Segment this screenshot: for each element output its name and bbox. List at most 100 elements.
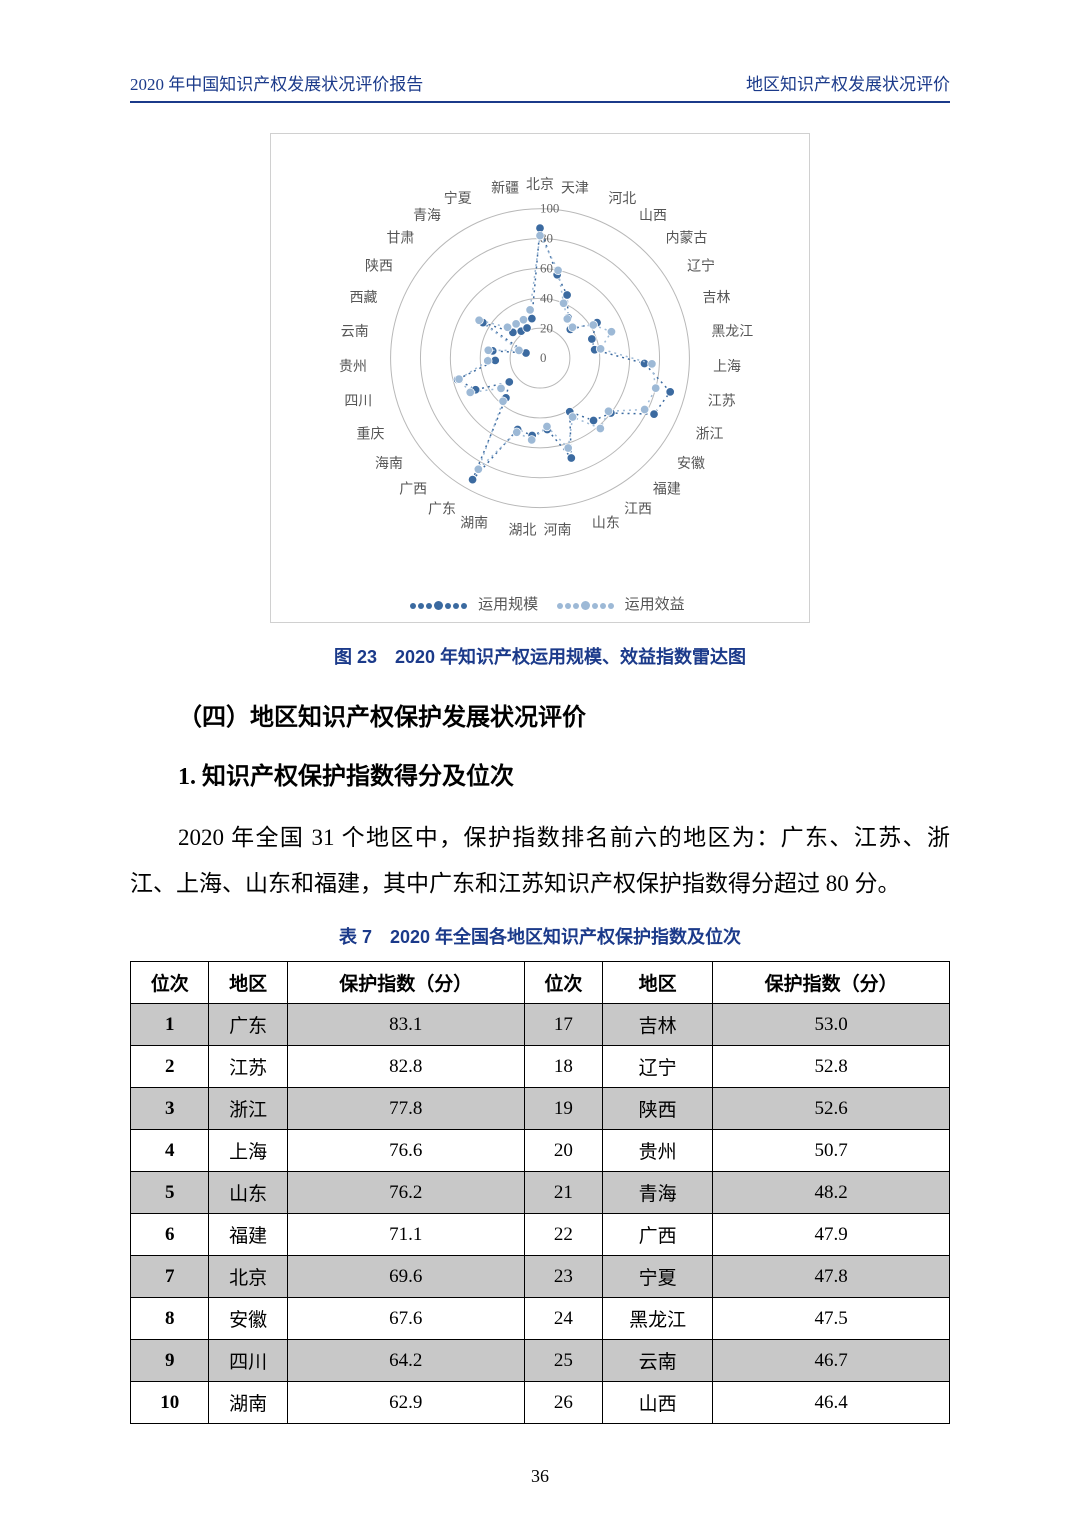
table-cell: 19 <box>524 1088 602 1130</box>
svg-text:40: 40 <box>540 290 553 305</box>
svg-text:上海: 上海 <box>713 359 741 375</box>
table-cell: 四川 <box>209 1340 287 1382</box>
table-row: 5山东76.221青海48.2 <box>131 1172 950 1214</box>
radar-chart: 020406080100北京天津河北山西内蒙古辽宁吉林黑龙江上海江苏浙江安徽福建… <box>281 144 799 582</box>
svg-text:甘肃: 甘肃 <box>386 231 414 247</box>
table-cell: 64.2 <box>287 1340 524 1382</box>
table-cell: 21 <box>524 1172 602 1214</box>
legend-marker-1 <box>409 597 468 614</box>
svg-text:内蒙古: 内蒙古 <box>666 231 708 247</box>
svg-text:100: 100 <box>540 201 559 216</box>
sub-heading: 1. 知识产权保护指数得分及位次 <box>130 756 950 791</box>
table-cell: 贵州 <box>603 1130 713 1172</box>
legend-label-1: 运用规模 <box>478 597 538 613</box>
svg-text:浙江: 浙江 <box>696 426 724 442</box>
svg-text:黑龙江: 黑龙江 <box>711 324 753 340</box>
table-cell: 10 <box>131 1382 209 1424</box>
table-cell: 广西 <box>603 1214 713 1256</box>
svg-text:重庆: 重庆 <box>357 426 385 442</box>
table-cell: 17 <box>524 1004 602 1046</box>
svg-text:新疆: 新疆 <box>491 180 519 196</box>
svg-text:河南: 河南 <box>544 523 572 539</box>
svg-text:贵州: 贵州 <box>339 359 367 375</box>
table-cell: 陕西 <box>603 1088 713 1130</box>
svg-text:山东: 山东 <box>592 516 620 532</box>
table-cell: 46.7 <box>713 1340 950 1382</box>
table-row: 6福建71.122广西47.9 <box>131 1214 950 1256</box>
body-paragraph: 2020 年全国 31 个地区中，保护指数排名前六的地区为：广东、江苏、浙江、上… <box>130 815 950 907</box>
table-cell: 辽宁 <box>603 1046 713 1088</box>
svg-text:福建: 福建 <box>653 482 681 498</box>
svg-text:宁夏: 宁夏 <box>444 190 472 207</box>
table-cell: 3 <box>131 1088 209 1130</box>
table-cell: 安徽 <box>209 1298 287 1340</box>
table-cell: 云南 <box>603 1340 713 1382</box>
svg-text:广西: 广西 <box>399 482 427 498</box>
svg-text:湖南: 湖南 <box>460 516 488 532</box>
table-header-cell: 位次 <box>131 962 209 1004</box>
svg-text:天津: 天津 <box>561 180 589 196</box>
legend-label-2: 运用效益 <box>625 597 685 613</box>
table-cell: 5 <box>131 1172 209 1214</box>
legend-marker-2 <box>556 597 615 614</box>
table-cell: 52.6 <box>713 1088 950 1130</box>
table-cell: 50.7 <box>713 1130 950 1172</box>
table-cell: 宁夏 <box>603 1256 713 1298</box>
table-cell: 8 <box>131 1298 209 1340</box>
table-caption: 表 7 2020 年全国各地区知识产权保护指数及位次 <box>130 923 950 949</box>
table-cell: 67.6 <box>287 1298 524 1340</box>
table-cell: 22 <box>524 1214 602 1256</box>
svg-text:辽宁: 辽宁 <box>687 257 715 274</box>
table-cell: 山西 <box>603 1382 713 1424</box>
figure-caption: 图 23 2020 年知识产权运用规模、效益指数雷达图 <box>130 643 950 669</box>
table-row: 2江苏82.818辽宁52.8 <box>131 1046 950 1088</box>
svg-text:0: 0 <box>540 350 546 365</box>
table-cell: 23 <box>524 1256 602 1298</box>
table-cell: 47.8 <box>713 1256 950 1298</box>
table-row: 8安徽67.624黑龙江47.5 <box>131 1298 950 1340</box>
svg-text:云南: 云南 <box>341 324 369 340</box>
table-cell: 2 <box>131 1046 209 1088</box>
section-heading: （四）地区知识产权保护发展状况评价 <box>130 697 950 732</box>
header-right: 地区知识产权发展状况评价 <box>746 70 950 95</box>
table-cell: 52.8 <box>713 1046 950 1088</box>
table-cell: 18 <box>524 1046 602 1088</box>
table-header-cell: 地区 <box>209 962 287 1004</box>
table-cell: 1 <box>131 1004 209 1046</box>
table-cell: 20 <box>524 1130 602 1172</box>
svg-text:四川: 四川 <box>344 395 372 410</box>
table-cell: 62.9 <box>287 1382 524 1424</box>
table-cell: 7 <box>131 1256 209 1298</box>
table-cell: 6 <box>131 1214 209 1256</box>
table-row: 3浙江77.819陕西52.6 <box>131 1088 950 1130</box>
table-cell: 46.4 <box>713 1382 950 1424</box>
chart-legend: 运用规模 运用效益 <box>281 593 799 614</box>
table-row: 1广东83.117吉林53.0 <box>131 1004 950 1046</box>
table-cell: 24 <box>524 1298 602 1340</box>
table-header-cell: 保护指数（分） <box>287 962 524 1004</box>
table-cell: 83.1 <box>287 1004 524 1046</box>
table-cell: 北京 <box>209 1256 287 1298</box>
radar-chart-container: 020406080100北京天津河北山西内蒙古辽宁吉林黑龙江上海江苏浙江安徽福建… <box>270 133 810 623</box>
table-cell: 广东 <box>209 1004 287 1046</box>
table-cell: 上海 <box>209 1130 287 1172</box>
table-cell: 湖南 <box>209 1382 287 1424</box>
table-cell: 26 <box>524 1382 602 1424</box>
svg-text:西藏: 西藏 <box>350 290 378 306</box>
svg-text:青海: 青海 <box>413 208 441 224</box>
svg-text:湖北: 湖北 <box>509 523 537 539</box>
table-row: 7北京69.623宁夏47.8 <box>131 1256 950 1298</box>
table-header-cell: 保护指数（分） <box>713 962 950 1004</box>
table-cell: 黑龙江 <box>603 1298 713 1340</box>
table-cell: 福建 <box>209 1214 287 1256</box>
table-header-cell: 地区 <box>603 962 713 1004</box>
table-cell: 53.0 <box>713 1004 950 1046</box>
table-cell: 77.8 <box>287 1088 524 1130</box>
svg-text:20: 20 <box>540 320 553 335</box>
svg-text:海南: 海南 <box>375 456 403 472</box>
table-cell: 吉林 <box>603 1004 713 1046</box>
table-body: 1广东83.117吉林53.02江苏82.818辽宁52.83浙江77.819陕… <box>131 1004 950 1424</box>
table-cell: 江苏 <box>209 1046 287 1088</box>
protection-index-table: 位次地区保护指数（分）位次地区保护指数（分） 1广东83.117吉林53.02江… <box>130 961 950 1424</box>
svg-text:陕西: 陕西 <box>365 258 393 274</box>
